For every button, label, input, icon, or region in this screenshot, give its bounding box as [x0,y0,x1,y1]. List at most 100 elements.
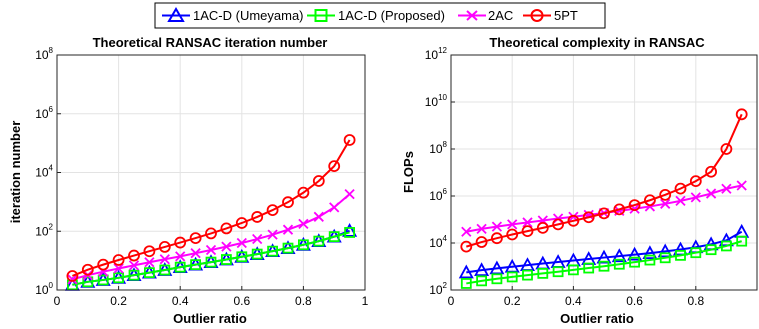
x-axis-label: Outlier ratio [173,311,247,326]
data-point [705,165,717,178]
y-tick-label: 106 [429,187,447,203]
data-point [657,243,673,258]
data-point [522,217,533,228]
data-point [721,240,732,252]
x-tick-label: 0.8 [687,294,704,308]
data-point [312,175,325,187]
data-point [329,202,340,213]
data-point [328,160,341,173]
data-point [536,221,549,234]
data-point [81,263,94,276]
data-point [476,275,488,287]
data-point [205,256,217,268]
data-point [313,235,325,247]
data-point [613,203,626,216]
x-tick-label: 0.4 [172,294,189,308]
data-point [720,143,733,155]
data-point [297,186,310,199]
data-point [266,204,279,216]
chart-complexity: Theoretical complexity in RANSAC Outlier… [401,35,758,326]
data-point [627,246,643,261]
data-point [460,240,473,253]
data-point [583,262,595,274]
legend-entry-2ac: 2AC [458,8,513,23]
data-point [343,134,356,146]
x-tick-label: 0.4 [565,294,582,308]
data-point [342,222,358,237]
data-point [675,195,686,207]
data-point [112,254,125,266]
data-point [660,198,671,209]
data-point [537,267,549,279]
y-tick-label: 1010 [425,93,448,109]
y-tick-label: 106 [35,105,53,121]
y-tick-label: 102 [35,222,53,238]
data-point [298,218,309,230]
x-tick-label: 1 [362,294,369,308]
data-point [690,247,702,259]
y-tick-label: 104 [429,234,447,250]
series-3 [460,108,748,253]
legend-entry-proposed: 1AC-D (Proposed) [307,8,445,23]
series-line [466,240,742,285]
data-point [705,188,717,199]
data-point [629,256,640,268]
series-line [72,139,351,277]
data-point [113,263,124,274]
y-tick-label: 100 [35,281,53,297]
y-tick-label: 108 [429,140,447,156]
x-tick-label: 0.8 [295,294,312,308]
data-point [736,180,747,191]
data-point [344,188,355,200]
data-point [297,239,309,251]
data-point [328,231,340,243]
legend-entry-5pt: 5PT [523,8,578,23]
x-tick-label: 0.2 [504,294,521,308]
y-axis-label: iteration number [8,121,23,224]
series-line [466,113,743,248]
data-point [143,245,156,258]
data-point [221,241,232,252]
x-tick-label: 0.6 [626,294,643,308]
data-point [236,237,247,249]
data-point [491,273,503,285]
legend-entry-umeyama: 1AC-D (Umeyama) [162,7,304,23]
data-point [475,236,488,248]
data-point [689,175,702,188]
data-point [521,225,534,238]
data-point [598,260,610,272]
data-point [190,259,202,271]
x-tick-label: 0 [448,294,455,308]
x-tick-label: 0.2 [110,294,127,308]
data-point [128,249,140,262]
data-point [282,242,294,254]
data-point [659,252,671,264]
data-point [220,222,233,235]
legend-label-umeyama: 1AC-D (Umeyama) [193,8,304,23]
y-tick-label: 102 [429,281,447,297]
data-point [174,261,186,273]
data-point [175,251,186,262]
data-point [628,199,641,211]
data-point [236,251,248,263]
data-point [67,274,78,285]
data-point [282,196,294,209]
x-tick-label: 0.6 [233,294,250,308]
data-point [507,219,518,230]
data-point [491,221,503,232]
data-point [736,235,748,247]
data-point [458,264,474,279]
data-point [128,269,140,281]
data-point [644,254,656,266]
data-point [611,248,627,263]
data-point [205,244,217,256]
series-3 [66,134,356,282]
data-point [506,271,518,283]
legend-label-2ac: 2AC [488,8,513,23]
data-point [220,254,232,265]
data-point [82,276,94,288]
data-point [552,266,564,278]
data-point [97,274,109,286]
chart-iteration-number: Theoretical RANSAC iteration number Outl… [8,35,369,326]
